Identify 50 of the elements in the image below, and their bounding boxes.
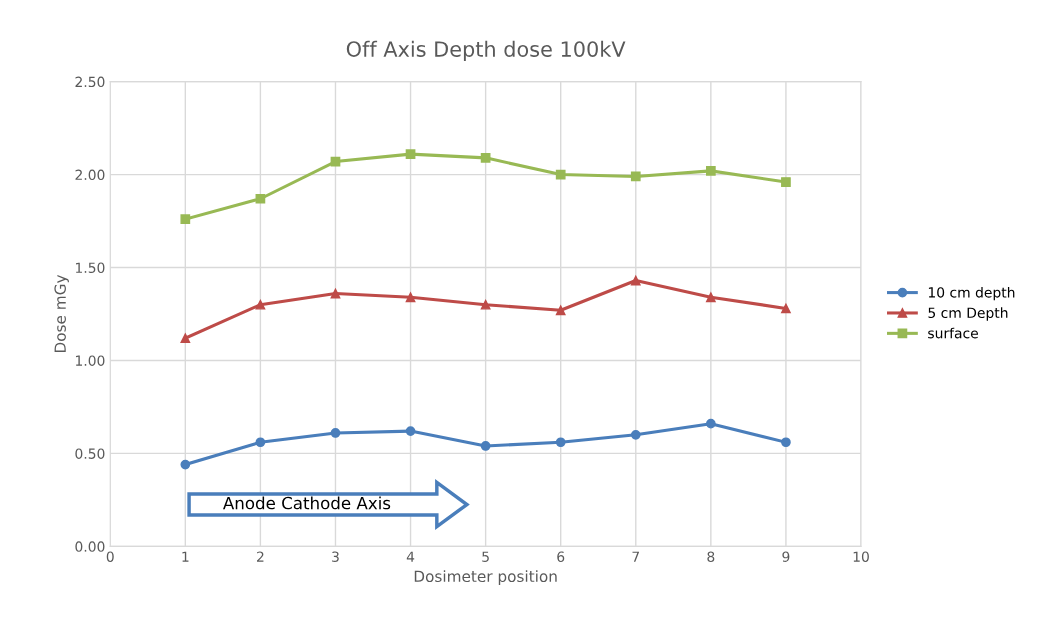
point [781, 303, 791, 314]
point [255, 193, 266, 204]
point [781, 177, 791, 187]
point [630, 275, 641, 286]
legend-label: surface [928, 327, 978, 339]
point [330, 428, 341, 438]
x-tick-label: 6 [557, 551, 565, 562]
x-axis-title: Dosimeter position [414, 570, 557, 585]
point [180, 214, 191, 225]
point [255, 437, 266, 448]
x-tick-label: 3 [332, 551, 339, 562]
point [630, 429, 641, 440]
y-axis-title: Dose mGy [54, 274, 69, 353]
x-tick-label: 7 [632, 551, 640, 562]
point [255, 299, 266, 310]
annotation: Anode Cathode Axis [222, 496, 391, 510]
x-tick-label: 0 [106, 551, 114, 562]
x-tick-label: 4 [406, 551, 415, 562]
x-tick-label: 2 [257, 551, 264, 562]
chart-title: Off Axis Depth dose 100kV [346, 40, 626, 61]
x-tick-label: 1 [182, 551, 189, 562]
y-tick-label: 2.50 [75, 76, 105, 88]
x-tick-label: 8 [707, 551, 715, 562]
y-tick-label: 1.00 [75, 355, 105, 366]
point [480, 441, 491, 451]
point [781, 437, 791, 448]
point [480, 152, 491, 163]
point [180, 459, 191, 470]
y-tick-label: 0.00 [75, 541, 105, 552]
y-tick-label: 0.50 [75, 448, 105, 459]
point [480, 299, 491, 310]
point [705, 418, 716, 429]
x-tick-label: 10 [853, 551, 869, 562]
point [555, 437, 566, 448]
point [405, 426, 416, 436]
point [705, 292, 716, 303]
legend-label: 10 cm depth [928, 286, 1015, 301]
x-tick-label: 5 [482, 551, 489, 562]
point [705, 166, 716, 176]
point [555, 305, 566, 316]
point [405, 149, 416, 159]
x-tick-label: 9 [782, 551, 790, 562]
y-tick-label: 1.50 [75, 262, 105, 273]
legend-label: 5 cm Depth [928, 307, 1008, 321]
point [555, 169, 566, 180]
point [180, 333, 191, 344]
point [330, 288, 341, 299]
point [405, 292, 416, 303]
y-tick-label: 2.00 [75, 169, 105, 181]
point [630, 171, 641, 182]
